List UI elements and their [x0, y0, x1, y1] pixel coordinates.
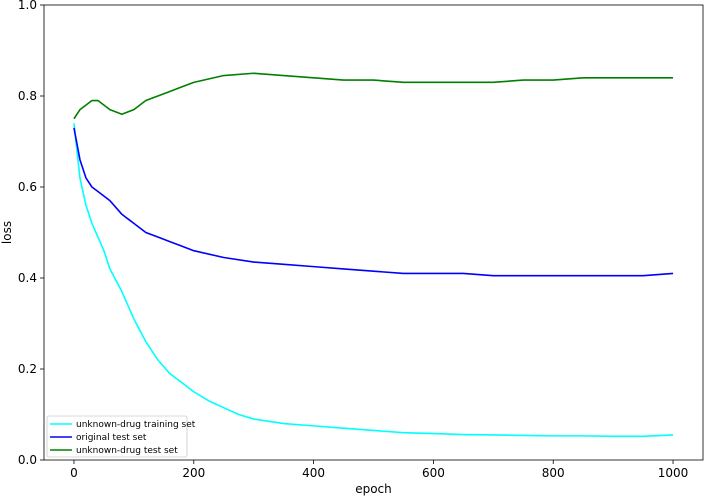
x-tick-label: 600: [422, 466, 445, 480]
y-tick-label: 0.0: [18, 453, 37, 467]
y-axis-title: loss: [0, 221, 14, 244]
y-tick-label: 0.2: [18, 362, 37, 376]
series-layer: [73, 72, 674, 438]
y-tick-label: 0.6: [18, 180, 37, 194]
x-tick-label: 800: [542, 466, 565, 480]
legend-label-original-test: original test set: [76, 433, 147, 443]
legend: unknown-drug training set original test …: [46, 415, 196, 458]
y-tick-label: 0.8: [18, 89, 37, 103]
x-axis-title: epoch: [355, 482, 392, 496]
series-line-original-test: [73, 127, 674, 277]
series-line-unknown-drug-training: [73, 123, 674, 438]
x-tick-label: 400: [302, 466, 325, 480]
y-tick-label: 0.4: [18, 271, 37, 285]
legend-frame: [46, 415, 188, 458]
legend-label-training: unknown-drug training set: [76, 420, 196, 430]
x-tick-label: 0: [70, 466, 78, 480]
plot-frame: [43, 4, 704, 461]
x-tick-label: 200: [182, 466, 205, 480]
x-tick-label: 1000: [658, 466, 689, 480]
y-tick-label: 1.0: [18, 0, 37, 12]
legend-label-unknown-test: unknown-drug test set: [76, 446, 178, 456]
series-line-unknown-drug-test: [73, 72, 674, 120]
tick-layer: 0 200 400 600 800 1000 0.0 0.2 0.4 0.6 0.8 1.0: [18, 0, 688, 480]
